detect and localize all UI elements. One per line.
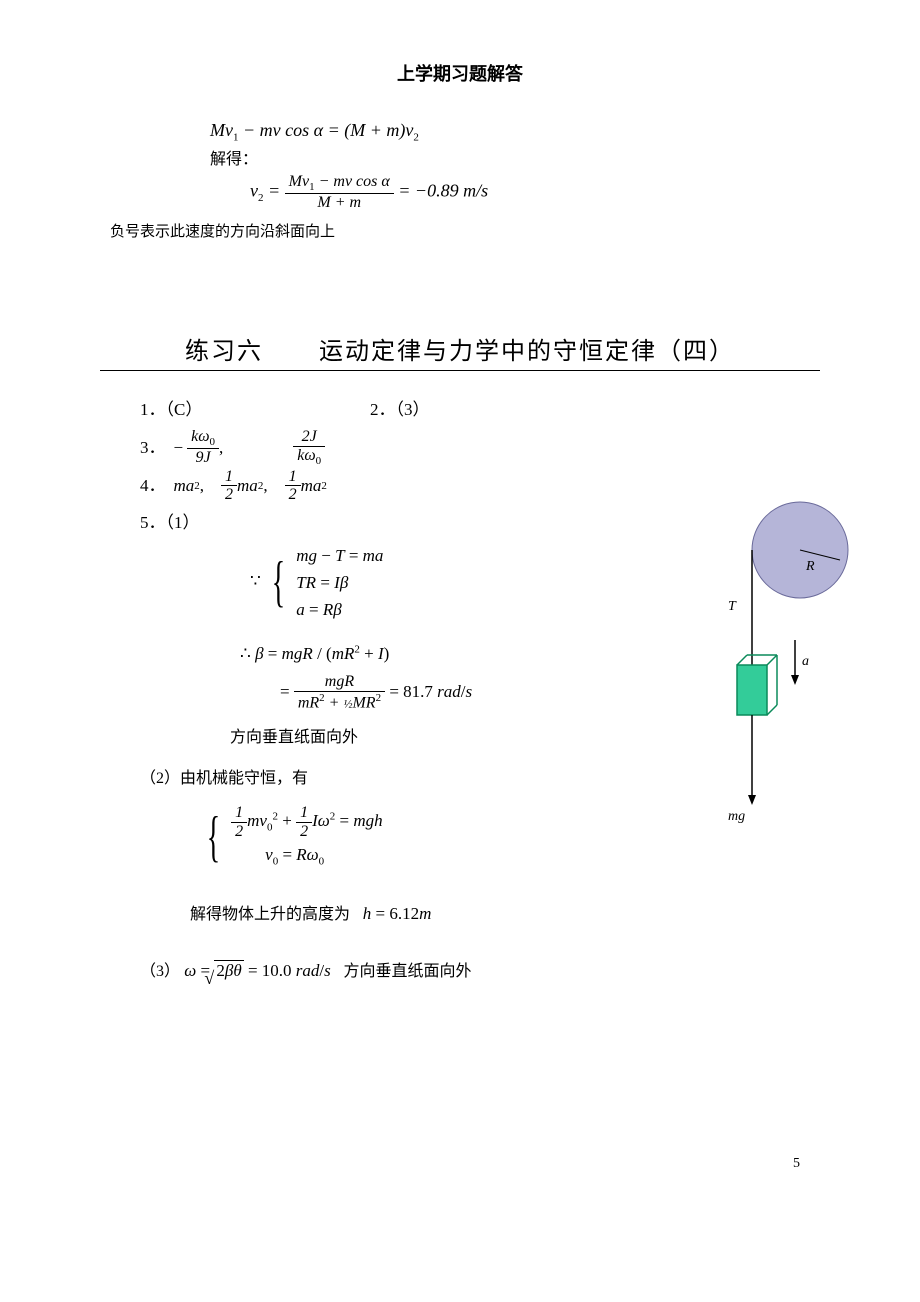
label-a: a — [802, 654, 809, 669]
section-title: 练习六 运动定律与力学中的守恒定律（四） — [110, 331, 810, 366]
mg-arrowhead — [748, 795, 756, 805]
page-number: 5 — [793, 1156, 800, 1172]
answer-3: 3． − kω0 9J , 2J kω0 — [140, 428, 810, 467]
answer-4-label: 4． — [140, 467, 166, 504]
label-T: T — [728, 599, 737, 614]
height-result: 解得物体上升的高度为 h = 6.12m — [190, 895, 810, 932]
answer-1: 1．（C） — [140, 391, 370, 428]
top-eq-line1: Mv1 − mv cos α = (M + m)v2 — [210, 116, 810, 147]
label-mg: mg — [728, 809, 745, 824]
answer-1-2: 1．（C） 2．（3） — [140, 391, 810, 428]
answer-2: 2．（3） — [370, 391, 430, 428]
direction-2: 方向垂直纸面向外 — [344, 963, 472, 980]
pulley-diagram: R T a mg — [680, 500, 860, 840]
top-eq-result: v2 = Mv1 − mv cos α M + m = −0.89 m/s — [250, 173, 810, 212]
solve-label: 解得： — [210, 147, 810, 173]
section-right: 运动定律与力学中的守恒定律（四） — [319, 339, 735, 365]
answer-3-label: 3． — [140, 429, 166, 466]
top-eq-note: 负号表示此速度的方向沿斜面向上 — [110, 220, 810, 241]
label-R: R — [805, 559, 815, 574]
page: 上学期习题解答 Mv1 − mv cos α = (M + m)v2 解得： v… — [0, 0, 920, 1202]
because-symbol: ∵ — [250, 571, 261, 590]
answer-4: 4． ma2, 12ma2, 12ma2 — [140, 467, 810, 504]
hanging-block — [737, 665, 767, 715]
section-left: 练习六 — [185, 339, 263, 365]
page-header: 上学期习题解答 — [110, 60, 810, 86]
section-divider — [100, 370, 820, 371]
height-text: 解得物体上升的高度为 — [190, 906, 350, 923]
part3: （3） ω = 2βθ√ = 10.0 rad/s 方向垂直纸面向外 — [140, 952, 810, 989]
part3-label: （3） — [140, 963, 180, 980]
